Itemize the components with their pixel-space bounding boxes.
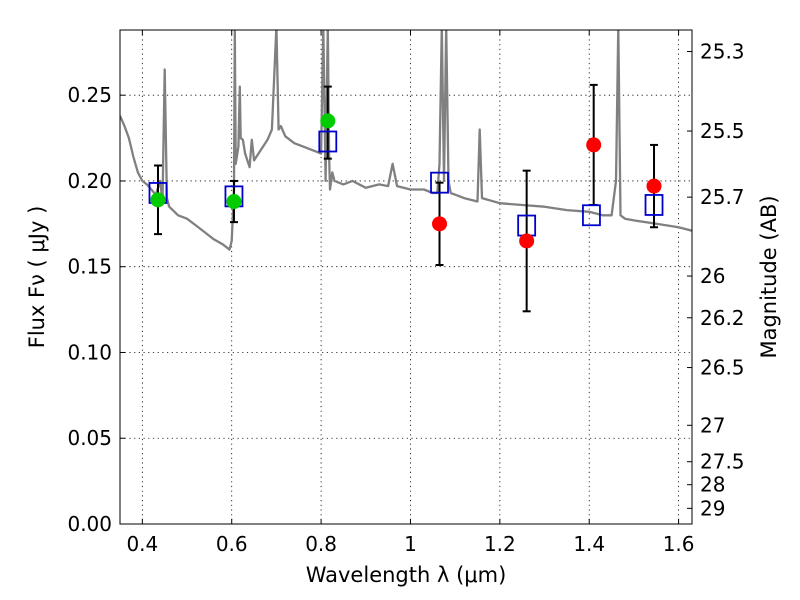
x-tick-label: 1.4 (573, 532, 605, 556)
y-tick-label: 0.05 (67, 426, 112, 450)
x-tick-label: 0.8 (305, 532, 337, 556)
x-axis-title: Wavelength λ (μm) (306, 563, 507, 587)
observed-flux-point (519, 233, 535, 249)
magnitude-tick-label: 25.5 (700, 119, 745, 143)
magnitude-tick-label: 26.5 (700, 356, 745, 380)
magnitude-tick-label: 29 (700, 496, 725, 520)
observed-flux-point (320, 113, 336, 129)
spectrum-line (120, 30, 692, 251)
y-tick-labels: 0.00 0.05 0.10 0.15 0.20 0.25 (67, 83, 112, 536)
magnitude-tick-label: 25.7 (700, 185, 745, 209)
model-photometry-square (430, 171, 449, 194)
points-layer (148, 83, 664, 313)
x-tick-label: 0.6 (216, 532, 248, 556)
y-tick-label: 0.10 (67, 340, 112, 364)
plot-background (120, 30, 692, 524)
x-tick-label: 0.4 (126, 532, 158, 556)
x-tick-label: 1.6 (663, 532, 695, 556)
tick-marks (120, 30, 692, 525)
y-tick-label: 0.00 (67, 512, 112, 536)
magnitude-tick-label: 25.3 (700, 40, 745, 64)
model-photometry-square (318, 130, 338, 153)
x-tick-label: 1.2 (484, 532, 516, 556)
observed-flux-point (226, 194, 242, 210)
y-tick-label: 0.25 (67, 83, 112, 107)
magnitude-tick-label: 27.5 (700, 450, 745, 474)
y-axis-title: Flux Fν ( μJy ) (25, 206, 49, 349)
y2-axis-title: Magnitude (AB) (757, 195, 781, 358)
observed-flux-point (646, 178, 662, 194)
observed-flux-point (586, 137, 602, 153)
magnitude-tick-label: 26 (700, 264, 725, 288)
magnitude-tick-label: 28 (700, 473, 725, 497)
y-tick-label: 0.15 (67, 255, 112, 279)
x-tick-label: 1 (404, 532, 417, 556)
observed-flux-point (150, 192, 166, 208)
model-photometry-square (582, 204, 601, 227)
observed-flux-point (432, 216, 448, 232)
spectrum-layer (120, 30, 692, 251)
y-tick-label: 0.20 (67, 169, 112, 193)
plot-frame (119, 29, 693, 525)
magnitude-tick-label: 26.2 (700, 306, 745, 330)
model-photometry-square (644, 194, 664, 216)
magnitude-tick-label: 27 (700, 413, 725, 437)
x-tick-labels: 0.4 0.6 0.8 1 1.2 1.4 1.6 (126, 532, 694, 556)
